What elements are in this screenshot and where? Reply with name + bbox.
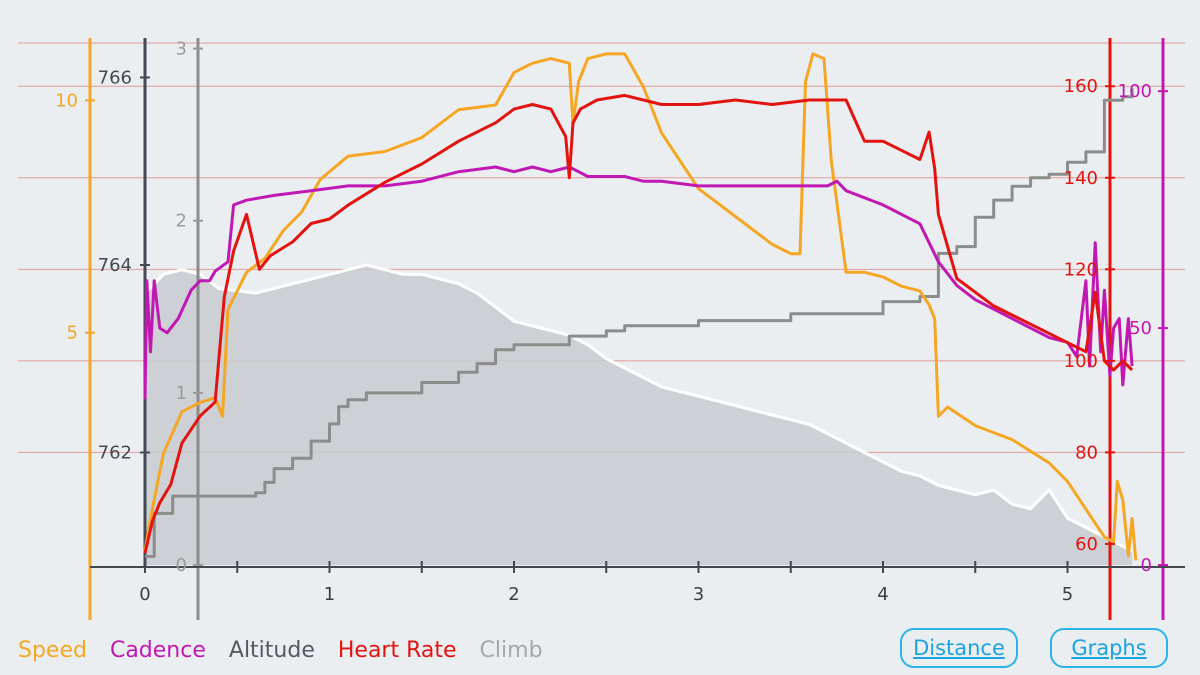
cadence-tick-label: 0 xyxy=(1141,555,1152,576)
heart-rate-tick-label: 140 xyxy=(1064,168,1098,189)
legend-cadence: Cadence xyxy=(109,638,206,663)
x-tick-label: 0 xyxy=(139,584,150,605)
distance-button[interactable]: Distance xyxy=(900,628,1018,668)
heart-rate-tick-label: 80 xyxy=(1075,442,1098,463)
speed-tick-label: 5 xyxy=(67,323,78,344)
series-speed xyxy=(143,52,1138,561)
cadence-tick-label: 50 xyxy=(1129,318,1152,339)
climb-tick-label: 0 xyxy=(176,555,187,576)
cadence-tick-label: 100 xyxy=(1118,81,1152,102)
altitude-tick-label: 766 xyxy=(98,68,132,89)
heart-rate-tick-label: 60 xyxy=(1075,534,1098,555)
x-tick-label: 4 xyxy=(877,584,888,605)
altitude-tick-label: 764 xyxy=(98,255,132,276)
climb-tick-label: 3 xyxy=(176,39,187,60)
altitude-area-layer xyxy=(143,263,1133,565)
x-tick-label: 2 xyxy=(508,584,519,605)
ticks-layer: 0 1 2 3 4 5 5 10 762 764 766 0 1 2 3 60 80 100 120 140 160 0 5… xyxy=(55,39,1168,605)
speed-tick-label: 10 xyxy=(55,90,78,111)
x-tick-label: 3 xyxy=(693,584,704,605)
graphs-button[interactable]: Graphs xyxy=(1050,628,1168,668)
altitude-line xyxy=(143,263,1133,553)
series-cadence xyxy=(143,165,1134,400)
heart-rate-tick-label: 120 xyxy=(1064,259,1098,280)
heart-rate-tick-label: 100 xyxy=(1064,351,1098,372)
legend-climb: Climb xyxy=(479,638,543,663)
altitude-tick-label: 762 xyxy=(98,443,132,464)
legend-altitude: Altitude xyxy=(228,638,315,663)
climb-tick-label: 2 xyxy=(176,211,187,232)
series-heart-rate xyxy=(143,93,1134,554)
climb-tick-label: 1 xyxy=(176,383,187,404)
x-tick-label: 1 xyxy=(324,584,335,605)
series-layer xyxy=(143,52,1138,561)
legend-heart-rate: Heart Rate xyxy=(337,638,457,663)
heart-rate-tick-label: 160 xyxy=(1064,76,1098,97)
series-climb xyxy=(145,88,1134,558)
altitude-area xyxy=(145,265,1133,565)
legend-speed: Speed xyxy=(18,638,87,663)
x-tick-label: 5 xyxy=(1062,584,1073,605)
legend: Speed Cadence Altitude Heart Rate Climb xyxy=(18,638,559,663)
